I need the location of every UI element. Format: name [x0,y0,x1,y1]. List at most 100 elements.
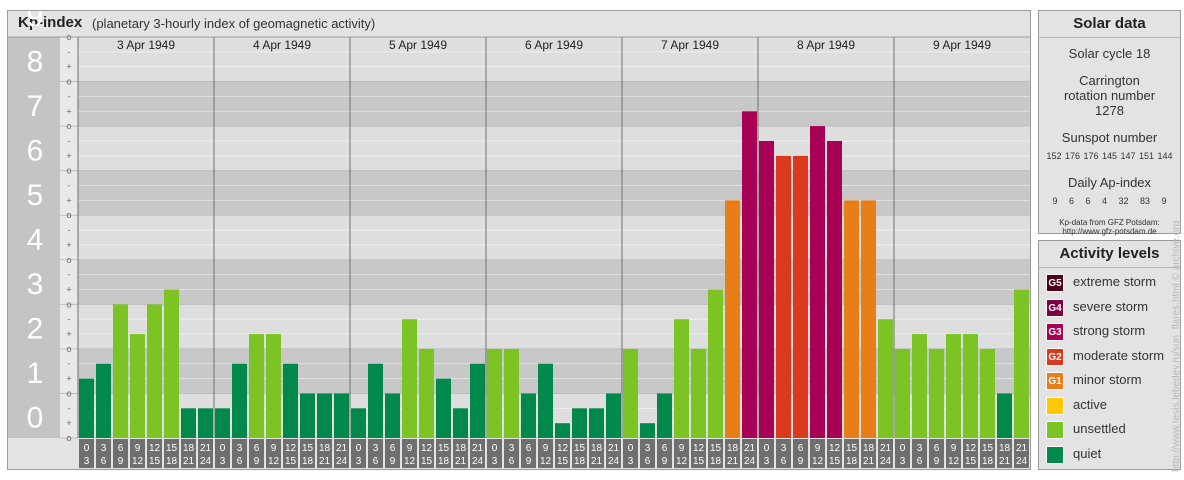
kp-bar [572,408,587,438]
interval-box [589,439,604,468]
kp-bar [300,393,315,438]
interval-end-label: 6 [373,456,379,467]
interval-box [436,439,451,468]
kp-bar [929,348,944,438]
interval-box [283,439,298,468]
interval-start-label: 21 [1016,443,1028,454]
interval-start-label: 21 [336,443,348,454]
interval-box [232,439,247,468]
minor-tick-label: - [68,181,71,191]
interval-box [538,439,553,468]
y-tick-label: 1 [27,357,44,390]
watermark: http://www.tesis.lebedev.ru/sun_flares.h… [1171,220,1182,472]
interval-start-label: 12 [693,443,705,454]
solar-data-title: Solar data [1039,11,1180,38]
level-band-6 [78,126,1030,171]
interval-box [215,439,230,468]
interval-box [946,439,961,468]
interval-end-label: 6 [781,456,787,467]
interval-start-label: 15 [710,443,722,454]
interval-box [317,439,332,468]
interval-end-label: 9 [934,456,940,467]
minor-tick-label: + [66,329,71,339]
interval-start-label: 15 [302,443,314,454]
minor-tick-label: o [66,121,71,131]
interval-box [742,439,757,468]
interval-box [793,439,808,468]
kp-bar [249,334,264,438]
interval-box [912,439,927,468]
interval-end-label: 21 [319,456,331,467]
kp-bar [266,334,281,438]
interval-start-label: 12 [285,443,297,454]
interval-end-label: 9 [662,456,668,467]
kp-bar [385,393,400,438]
day-label: 8 Apr 1949 [797,38,855,52]
minor-tick-label: o [66,433,71,443]
kp-bar [351,408,366,438]
interval-start-label: 9 [543,443,549,454]
interval-start-label: 18 [319,443,331,454]
interval-end-label: 24 [472,456,484,467]
interval-start-label: 15 [166,443,178,454]
minor-tick-label: o [66,166,71,176]
sunspot-values: 152 176 176 145 147 151 144 [1046,151,1173,161]
interval-end-label: 12 [132,456,144,467]
kp-bar [283,363,298,438]
ap-index-title: Daily Ap-index [1067,175,1152,190]
interval-end-label: 15 [557,456,569,467]
interval-end-label: 18 [846,456,858,467]
interval-box [300,439,315,468]
y-tick-label: 5 [27,179,44,212]
interval-box [691,439,706,468]
interval-start-label: 9 [951,443,957,454]
kp-chart-panel: Kp-index (planetary 3-hourly index of ge… [7,10,1031,470]
interval-end-label: 15 [693,456,705,467]
interval-box [708,439,723,468]
interval-end-label: 3 [492,456,498,467]
interval-end-label: 15 [829,456,841,467]
legend-label-quiet: quiet [1073,446,1102,461]
interval-end-label: 3 [220,456,226,467]
interval-start-label: 9 [679,443,685,454]
interval-box [351,439,366,468]
interval-end-label: 24 [336,456,348,467]
interval-end-label: 3 [84,456,90,467]
kp-bar [725,200,740,438]
interval-start-label: 3 [101,443,107,454]
sunspot-title: Sunspot number [1061,130,1158,145]
level-band-5 [78,170,1030,216]
level-band-4 [78,215,1030,260]
interval-end-label: 6 [237,456,243,467]
interval-end-label: 9 [390,456,396,467]
interval-end-label: 18 [438,456,450,467]
legend-swatch-active [1046,397,1064,415]
kp-bar [555,423,570,438]
interval-start-label: 18 [455,443,467,454]
legend-label-g2: moderate storm [1073,348,1165,363]
legend-label-g5: extreme storm [1073,274,1157,289]
interval-start-label: 6 [118,443,124,454]
kp-bar [470,363,485,438]
interval-end-label: 12 [540,456,552,467]
interval-end-label: 18 [574,456,586,467]
interval-box [402,439,417,468]
interval-box [334,439,349,468]
chart-title: Kp-index [18,14,83,31]
minor-tick-label: o [66,210,71,220]
interval-start-label: 21 [200,443,212,454]
kp-bar [453,408,468,438]
interval-box [368,439,383,468]
interval-box [776,439,791,468]
interval-end-label: 9 [526,456,532,467]
kp-bar [589,408,604,438]
legend-label-g3: strong storm [1073,323,1146,338]
legend-swatch-g4: G4 [1046,299,1064,317]
interval-end-label: 24 [744,456,756,467]
interval-end-label: 18 [166,456,178,467]
chart-subtitle: (planetary 3-hourly index of geomagnetic… [92,16,376,31]
kp-bar [419,348,434,438]
minor-tick-label: + [66,240,71,250]
kp-bar [606,393,621,438]
kp-bar [130,334,145,438]
